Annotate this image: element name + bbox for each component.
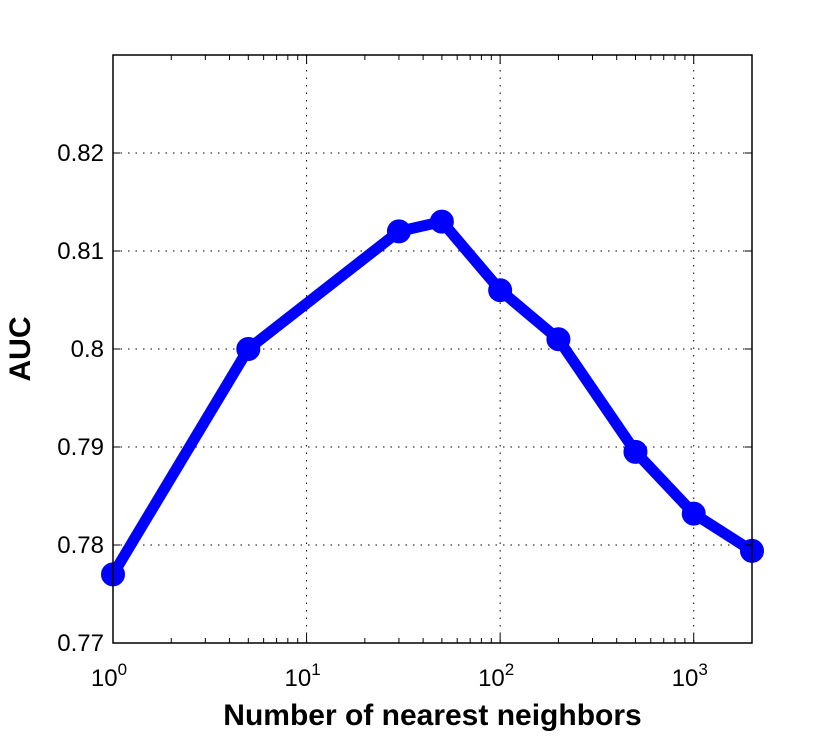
y-tick-label: 0.78 xyxy=(57,532,104,559)
data-point xyxy=(681,501,706,526)
x-tick-exponent: 0 xyxy=(118,660,127,679)
x-axis-label: Number of nearest neighbors xyxy=(223,699,641,732)
y-tick-label: 0.82 xyxy=(57,140,104,167)
y-tick-label: 0.77 xyxy=(57,630,104,657)
series-layer xyxy=(101,209,764,587)
data-point xyxy=(623,439,648,464)
x-tick-label: 103 xyxy=(672,660,708,692)
x-tick-exponent: 2 xyxy=(505,660,514,679)
x-tick-exponent: 1 xyxy=(311,660,320,679)
data-point xyxy=(386,219,411,244)
y-tick-label: 0.79 xyxy=(57,434,104,461)
data-point xyxy=(236,337,261,361)
data-point xyxy=(429,209,454,234)
y-tick-label: 0.81 xyxy=(57,238,104,265)
x-tick-exponent: 3 xyxy=(698,660,707,679)
data-point xyxy=(488,278,513,303)
grid-lines xyxy=(113,55,752,643)
axis-ticks xyxy=(112,55,752,644)
y-tick-label: 0.8 xyxy=(71,336,104,363)
data-point xyxy=(546,327,571,352)
x-tick-label: 101 xyxy=(284,660,320,692)
y-axis-label: AUC xyxy=(4,317,37,382)
x-tick-label: 100 xyxy=(91,660,127,692)
x-tick-label: 102 xyxy=(478,660,514,692)
plot-frame xyxy=(112,54,753,644)
series-line xyxy=(107,216,758,580)
